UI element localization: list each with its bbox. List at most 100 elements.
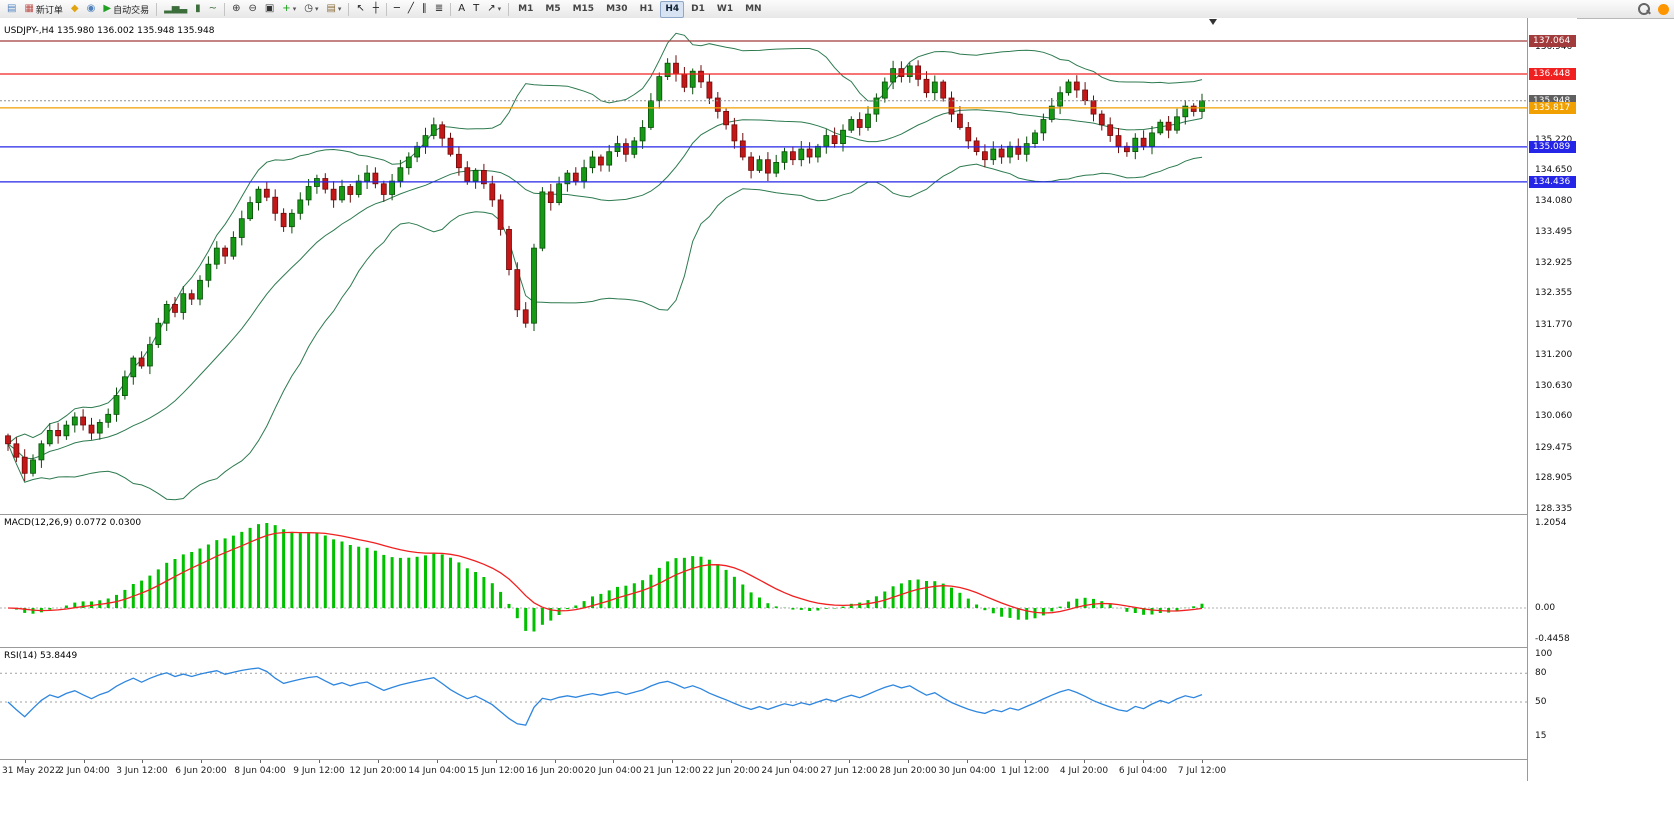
chart-shift-marker[interactable] xyxy=(1209,19,1217,25)
rsi-indicator-panel[interactable]: RSI(14) 53.8449 xyxy=(0,647,1527,760)
toolbar-separator xyxy=(224,2,226,16)
time-tick xyxy=(731,760,732,763)
periods-button[interactable]: ◷ ▾ xyxy=(300,0,322,18)
bar-chart-icon-button[interactable]: ▂▅▃ xyxy=(160,0,191,18)
bollinger-middle-band xyxy=(7,109,1203,460)
candle-body xyxy=(46,429,53,445)
mql5-market-icon-button[interactable]: ◆ xyxy=(67,0,83,18)
time-axis-label: 15 Jun 12:00 xyxy=(467,766,525,776)
fibonacci-button[interactable]: ≣ xyxy=(431,0,447,18)
new-chart-icon-button[interactable]: ▤ xyxy=(3,0,20,18)
timeframe-d1-button[interactable]: D1 xyxy=(691,3,705,14)
candlestick-chart-icon-button[interactable]: ▮ xyxy=(191,0,205,18)
price-axis-label: 136.946 xyxy=(1535,42,1573,53)
text-label-icon: T xyxy=(473,3,480,14)
candle-body xyxy=(372,172,379,185)
chart-window[interactable]: USDJPY-,H4 135.980 136.002 135.948 135.9… xyxy=(0,18,1577,782)
candle-body xyxy=(230,236,237,257)
candle-body xyxy=(806,148,813,158)
timeframe-m5-button[interactable]: M5 xyxy=(545,3,561,14)
new-order-button[interactable]: ▦ 新订单 xyxy=(20,0,66,18)
time-tick xyxy=(790,760,791,763)
candle-body xyxy=(238,218,245,238)
candle-body xyxy=(480,169,487,185)
candlestick-chart[interactable] xyxy=(0,18,1527,514)
new-chart-icon-icon: ▤ xyxy=(7,3,17,14)
time-axis[interactable]: 31 May 2022 2 Jun 04:00 3 Jun 12:00 6 Jun 2… xyxy=(0,759,1527,782)
timeframe-w1-button[interactable]: W1 xyxy=(716,3,734,14)
candle-body xyxy=(213,247,220,265)
time-tick xyxy=(908,760,909,763)
time-axis-label: 30 Jun 04:00 xyxy=(938,766,996,776)
time-tick xyxy=(319,760,320,763)
price-chart-panel[interactable]: USDJPY-,H4 135.980 136.002 135.948 135.9… xyxy=(0,18,1527,514)
candle-body xyxy=(1157,121,1164,134)
candle-body xyxy=(288,212,295,228)
time-tick xyxy=(1025,760,1026,763)
notification-icon[interactable] xyxy=(1658,3,1669,15)
autotrading-button[interactable]: ▶ 自动交易 xyxy=(99,0,153,18)
candle-body xyxy=(1023,143,1030,155)
candle-body xyxy=(931,81,938,94)
line-chart-icon-button[interactable]: ~ xyxy=(205,0,221,18)
tile-windows-button[interactable]: ▣ xyxy=(261,0,278,18)
trendline-icon: ╱ xyxy=(407,3,414,14)
candle-body xyxy=(706,81,713,99)
cursor-icon: ↖ xyxy=(356,3,365,14)
zoom-in-button[interactable]: ⊕ xyxy=(228,0,244,18)
time-tick xyxy=(555,760,556,763)
price-axis-label: 132.925 xyxy=(1535,257,1573,268)
timeframe-m1-button[interactable]: M1 xyxy=(518,3,534,14)
candle-body xyxy=(1174,116,1180,131)
candle-body xyxy=(222,247,229,257)
candle-body xyxy=(739,140,746,158)
timeframe-h4-button[interactable]: H4 xyxy=(660,0,685,18)
zoom-out-button[interactable]: ⊖ xyxy=(244,0,260,18)
toolbar-buttons: ▤ ▦ 新订单 ◆ ◉ ▶ 自动交易 ▂▅▃ ▮ ~ ⊕ ⊖ ▣ + ▾ ◷ ▾ ▤ ▾ ↖ ┼ ─ ╱ ∥ ≣ A T ↗ ▾ M1 M5… xyxy=(3,0,768,18)
candle-body xyxy=(681,73,688,88)
time-axis-label: 20 Jun 04:00 xyxy=(584,766,642,776)
candle-body xyxy=(598,156,604,166)
candle-body xyxy=(297,199,304,214)
price-axis[interactable]: 136.946 135.220 134.650 134.080 133.495 132.9… xyxy=(1527,18,1577,781)
candle-body xyxy=(840,129,846,144)
timeframe-m15-button[interactable]: M15 xyxy=(572,3,595,14)
candle-body xyxy=(1048,105,1055,120)
timeframe-mn-button[interactable]: MN xyxy=(745,3,762,14)
macd-signal-line xyxy=(7,531,1203,614)
candle-body xyxy=(639,127,646,142)
candle-body xyxy=(556,183,562,204)
candle-body xyxy=(547,191,554,203)
timeframe-h1-button[interactable]: H1 xyxy=(639,3,654,14)
horizontal-line-button[interactable]: ─ xyxy=(390,0,404,18)
text-label-button[interactable]: T xyxy=(469,0,483,18)
toolbar-separator xyxy=(156,2,158,16)
candle-body xyxy=(1082,89,1088,102)
time-axis-label: 8 Jun 04:00 xyxy=(234,766,286,776)
equidistant-channel-button[interactable]: ∥ xyxy=(418,0,431,18)
time-tick xyxy=(260,760,261,763)
templates-button[interactable]: ▤ ▾ xyxy=(322,0,345,18)
text-button[interactable]: A xyxy=(454,0,469,18)
price-axis-label: 128.335 xyxy=(1535,503,1573,514)
indicators-button[interactable]: + ▾ xyxy=(278,0,300,18)
search-icon[interactable] xyxy=(1638,3,1650,15)
candle-body xyxy=(464,167,471,182)
indicators-icon: + xyxy=(282,3,291,14)
macd-indicator-panel[interactable]: MACD(12,26,9) 0.0772 0.0300 xyxy=(0,514,1527,648)
hline-badge-137064: 137.064 xyxy=(1529,35,1576,47)
candle-body xyxy=(455,153,462,169)
crosshair-button[interactable]: ┼ xyxy=(369,0,383,18)
candle-body xyxy=(472,169,479,182)
rsi-indicator-label: RSI(14) 53.8449 xyxy=(4,651,78,661)
candle-body xyxy=(414,145,421,158)
trendline-button[interactable]: ╱ xyxy=(404,0,418,18)
candle-body xyxy=(765,159,771,174)
community-icon-button[interactable]: ◉ xyxy=(83,0,100,18)
arrows-button[interactable]: ↗ ▾ xyxy=(483,0,505,18)
candle-body xyxy=(1032,132,1038,145)
cursor-button[interactable]: ↖ xyxy=(352,0,368,18)
candle-body xyxy=(915,65,921,80)
timeframe-m30-button[interactable]: M30 xyxy=(606,3,628,14)
candle-body xyxy=(188,293,195,300)
